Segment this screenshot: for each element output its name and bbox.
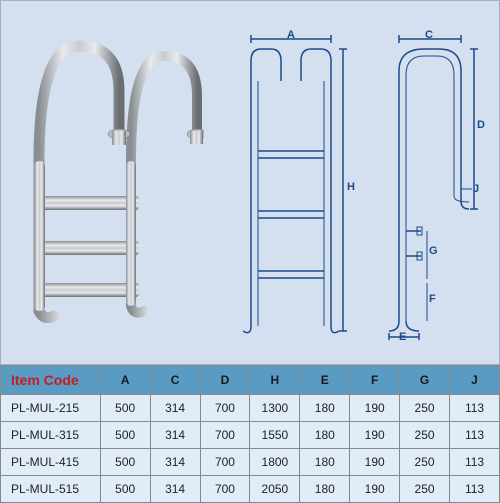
- cell: 700: [200, 422, 250, 449]
- table-row: PL-MUL-315 500 314 700 1550 180 190 250 …: [1, 422, 500, 449]
- dim-label-h: H: [347, 181, 355, 193]
- cell: 190: [350, 395, 400, 422]
- cell: 500: [100, 449, 150, 476]
- cell: 180: [300, 422, 350, 449]
- cell: 250: [400, 395, 450, 422]
- cell: 314: [150, 476, 200, 503]
- cell: 113: [450, 476, 500, 503]
- dim-label-e: E: [399, 331, 406, 343]
- cell: 500: [100, 476, 150, 503]
- side-elevation-diagram: C D J G F E: [369, 31, 484, 341]
- cell: 1550: [250, 422, 300, 449]
- cell: 180: [300, 395, 350, 422]
- table-header-row: Item Code A C D H E F G J: [1, 366, 500, 395]
- cell: PL-MUL-215: [1, 395, 101, 422]
- dim-label-j: J: [473, 183, 479, 195]
- cell: PL-MUL-315: [1, 422, 101, 449]
- cell: 180: [300, 449, 350, 476]
- cell: 190: [350, 449, 400, 476]
- cell: 250: [400, 476, 450, 503]
- front-elevation-diagram: A H: [231, 31, 351, 341]
- dim-label-a: A: [287, 29, 295, 41]
- cell: 700: [200, 395, 250, 422]
- col-f: F: [350, 366, 400, 395]
- cell: 700: [200, 449, 250, 476]
- cell: 500: [100, 422, 150, 449]
- col-e: E: [300, 366, 350, 395]
- col-h: H: [250, 366, 300, 395]
- col-j: J: [450, 366, 500, 395]
- cell: 1800: [250, 449, 300, 476]
- product-image-area: A H: [0, 0, 500, 365]
- col-a: A: [100, 366, 150, 395]
- table-row: PL-MUL-215 500 314 700 1300 180 190 250 …: [1, 395, 500, 422]
- table-row: PL-MUL-515 500 314 700 2050 180 190 250 …: [1, 476, 500, 503]
- cell: PL-MUL-515: [1, 476, 101, 503]
- cell: 113: [450, 449, 500, 476]
- cell: 113: [450, 395, 500, 422]
- cell: 2050: [250, 476, 300, 503]
- cell: 500: [100, 395, 150, 422]
- ladder-product-photo: [19, 31, 204, 331]
- cell: 113: [450, 422, 500, 449]
- table-row: PL-MUL-415 500 314 700 1800 180 190 250 …: [1, 449, 500, 476]
- cell: 190: [350, 476, 400, 503]
- cell: 1300: [250, 395, 300, 422]
- cell: 314: [150, 395, 200, 422]
- col-d: D: [200, 366, 250, 395]
- cell: 250: [400, 422, 450, 449]
- col-item-code: Item Code: [1, 366, 101, 395]
- cell: 314: [150, 422, 200, 449]
- cell: 180: [300, 476, 350, 503]
- col-g: G: [400, 366, 450, 395]
- specifications-table: Item Code A C D H E F G J PL-MUL-215 500…: [0, 365, 500, 503]
- cell: PL-MUL-415: [1, 449, 101, 476]
- col-c: C: [150, 366, 200, 395]
- cell: 314: [150, 449, 200, 476]
- dim-label-g: G: [429, 245, 438, 257]
- dim-label-d: D: [477, 119, 485, 131]
- cell: 700: [200, 476, 250, 503]
- dim-label-f: F: [429, 293, 436, 305]
- dim-label-c: C: [425, 29, 433, 41]
- cell: 250: [400, 449, 450, 476]
- cell: 190: [350, 422, 400, 449]
